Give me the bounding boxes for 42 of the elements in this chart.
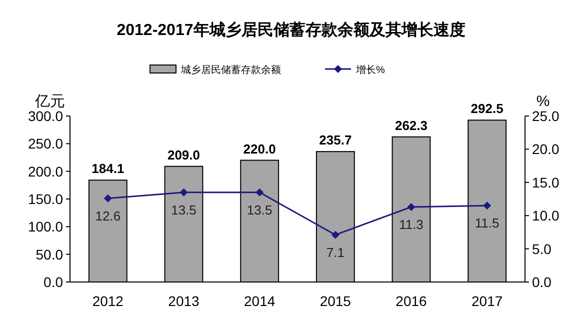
y-tick-label: 50.0 bbox=[36, 246, 64, 262]
y2-tick-label: 25.0 bbox=[532, 108, 560, 124]
y-tick-label: 200.0 bbox=[28, 163, 64, 180]
data-label: 7.1 bbox=[326, 244, 344, 260]
y-tick-label: 250.0 bbox=[28, 136, 64, 152]
x-tick-label: 2017 bbox=[472, 293, 503, 309]
y2-tick-label: 0.0 bbox=[532, 274, 552, 290]
point bbox=[407, 202, 416, 211]
data-label: 184.1 bbox=[92, 161, 124, 176]
y-axis-title: 亿元 bbox=[34, 93, 65, 110]
data-label: 13.5 bbox=[246, 202, 272, 218]
data-label: 292.5 bbox=[470, 101, 504, 116]
y2-tick-label: 5.0 bbox=[532, 240, 552, 257]
y2-tick-label: 20.0 bbox=[532, 141, 560, 158]
x-tick-label: 2013 bbox=[168, 293, 200, 309]
data-label: 209.0 bbox=[167, 147, 200, 162]
y2-axis-title: % bbox=[536, 93, 550, 110]
point bbox=[483, 202, 492, 210]
x-tick-label: 2014 bbox=[244, 293, 276, 309]
point bbox=[256, 188, 264, 196]
legend-label: 增长% bbox=[355, 64, 385, 76]
y2-tick-label: 10.0 bbox=[532, 208, 560, 224]
y-tick-label: 150.0 bbox=[28, 191, 64, 207]
x-tick-label: 2015 bbox=[320, 293, 352, 309]
y-tick-label: 300.0 bbox=[28, 108, 64, 124]
data-label: 11.5 bbox=[474, 216, 500, 231]
legend-label: 城乡居民储蓄存款余额 bbox=[180, 64, 281, 76]
data-label: 220.0 bbox=[243, 141, 276, 156]
data-label: 262.3 bbox=[394, 118, 428, 133]
x-tick-label: 2016 bbox=[396, 293, 428, 309]
x-tick-label: 2012 bbox=[92, 293, 124, 309]
data-label: 13.5 bbox=[171, 202, 196, 218]
y-tick-label: 100.0 bbox=[28, 218, 64, 235]
point bbox=[180, 188, 188, 196]
point bbox=[331, 230, 340, 239]
point bbox=[104, 194, 112, 202]
chart-title: 2012-2017年城乡居民储蓄存款余额及其增长速度 bbox=[116, 20, 466, 39]
y-tick-label: 0.0 bbox=[44, 274, 64, 290]
data-label: 235.7 bbox=[319, 132, 352, 148]
y2-tick-label: 15.0 bbox=[532, 174, 560, 190]
data-label: 11.3 bbox=[399, 216, 424, 232]
data-label: 12.6 bbox=[95, 208, 121, 224]
